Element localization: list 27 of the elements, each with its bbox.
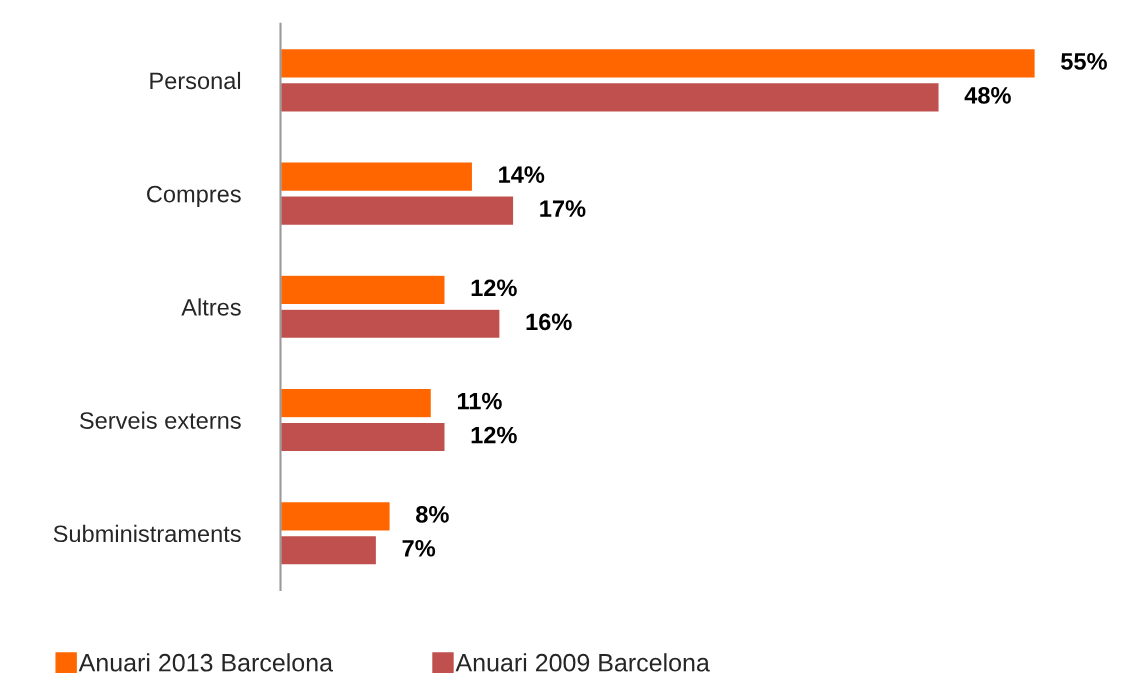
legend-label: Anuari 2013 Barcelona <box>78 653 333 672</box>
data-label: 17% <box>540 200 586 217</box>
y-tick-label: Altres <box>181 298 241 316</box>
y-tick-label: Serveis externs <box>79 411 241 429</box>
bar <box>280 534 378 566</box>
data-label: 8% <box>416 505 449 523</box>
bar <box>280 81 940 113</box>
data-label: 48% <box>964 86 1011 104</box>
data-label: 16% <box>526 313 572 331</box>
bar <box>280 308 501 340</box>
bar <box>280 47 1036 79</box>
bar <box>280 161 474 193</box>
data-label: 55% <box>1061 53 1107 70</box>
legend-label: Anuari 2009 Barcelona <box>455 653 710 672</box>
data-label: 7% <box>402 540 436 557</box>
y-tick-label: Subministraments <box>53 524 241 543</box>
y-tick-label: Personal <box>150 71 241 90</box>
bar <box>280 387 433 419</box>
y-tick-label: Compres <box>147 185 241 208</box>
data-label: 12% <box>471 426 517 444</box>
data-label: 12% <box>471 279 517 297</box>
bar <box>280 500 391 532</box>
bar <box>280 421 446 453</box>
bar <box>280 195 515 227</box>
bar <box>280 274 446 306</box>
data-label: 14% <box>499 166 545 183</box>
data-label: 11% <box>457 392 502 410</box>
